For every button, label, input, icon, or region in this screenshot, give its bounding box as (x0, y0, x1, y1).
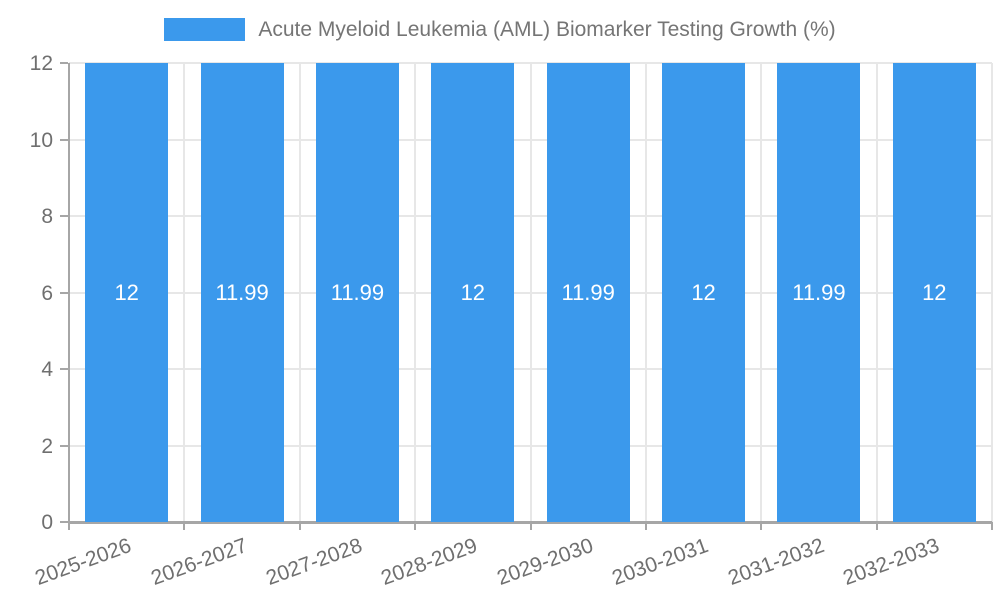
x-tick-mark (298, 522, 301, 530)
x-tick-mark (529, 522, 532, 530)
x-tick-mark (414, 522, 417, 530)
gridline-vertical (991, 63, 993, 522)
y-axis-line (68, 63, 70, 524)
bar[interactable]: 12 (85, 63, 169, 522)
bar-value-label: 12 (460, 279, 486, 305)
x-axis-tick-label: 2028-2029 (378, 534, 481, 590)
x-tick-mark (68, 522, 70, 530)
gridline-vertical (760, 63, 763, 522)
x-tick-mark (183, 522, 186, 530)
gridline-vertical (414, 63, 417, 522)
bar-value-label: 12 (691, 279, 716, 305)
bar-value-label: 12 (114, 279, 139, 305)
bar-value-label: 12 (922, 279, 947, 305)
gridline-vertical (644, 63, 647, 522)
legend-label: Acute Myeloid Leukemia (AML) Biomarker T… (258, 18, 836, 41)
x-tick-mark (760, 522, 763, 530)
x-axis-tick-label: 2029-2030 (493, 534, 597, 590)
bar-value-label: 11.99 (792, 279, 846, 305)
y-axis-tick-label: 0 (41, 511, 53, 534)
x-tick-mark (875, 522, 878, 530)
x-tick-mark (991, 522, 993, 530)
gridline-vertical (875, 63, 878, 522)
bar[interactable]: 11.99 (546, 63, 630, 522)
bar[interactable]: 11.99 (777, 63, 861, 522)
x-axis-tick-label: 2030-2031 (609, 534, 712, 590)
x-axis-tick-label: 2026-2027 (147, 534, 250, 590)
bar-value-label: 11.99 (561, 279, 615, 305)
x-axis-tick-label: 2025-2026 (32, 534, 135, 590)
y-axis-tick-label: 2 (41, 434, 53, 458)
legend-swatch (164, 18, 246, 42)
bar-value-label: 11.99 (215, 279, 269, 305)
bar[interactable]: 12 (892, 63, 976, 522)
y-tick-mark (60, 444, 68, 447)
bar[interactable]: 12 (431, 63, 515, 522)
y-axis-tick-label: 6 (41, 281, 53, 305)
x-axis-tick-label: 2031-2032 (724, 534, 827, 590)
y-tick-mark (60, 215, 68, 217)
x-axis-tick-label: 2027-2028 (263, 534, 366, 590)
x-tick-mark (644, 522, 647, 530)
y-axis-tick-label: 12 (29, 52, 53, 75)
y-axis-tick-label: 10 (29, 128, 53, 152)
y-tick-mark (60, 368, 68, 370)
gridline-vertical (183, 63, 186, 522)
bar[interactable]: 12 (662, 63, 746, 522)
gridline-vertical (298, 63, 301, 522)
chart-legend-item[interactable]: Acute Myeloid Leukemia (AML) Biomarker T… (0, 17, 1000, 42)
y-tick-mark (60, 291, 68, 294)
y-axis-tick-label: 4 (41, 358, 53, 381)
x-axis-tick-label: 2032-2033 (839, 534, 943, 590)
gridline-vertical (529, 63, 532, 522)
y-tick-mark (60, 138, 68, 141)
y-tick-mark (60, 521, 68, 523)
x-axis-line (69, 521, 992, 524)
bar-value-label: 11.99 (330, 279, 385, 305)
y-tick-mark (60, 62, 68, 64)
bar[interactable]: 11.99 (315, 63, 399, 522)
y-axis-tick-label: 8 (41, 205, 53, 228)
bar[interactable]: 11.99 (200, 63, 284, 522)
